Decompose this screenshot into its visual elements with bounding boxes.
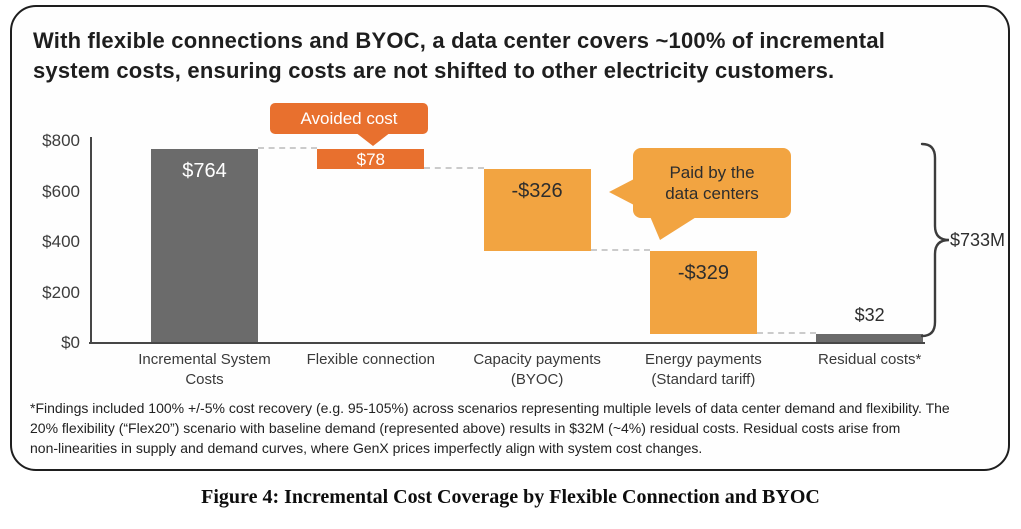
y-tick-label: $200 bbox=[42, 282, 80, 302]
y-tick-label: $0 bbox=[61, 333, 80, 352]
callout-avoided-cost-label: Avoided cost bbox=[300, 108, 398, 128]
bar-value-capacity-payments-byoc: -$326 bbox=[511, 179, 563, 202]
y-tick-label: $800 bbox=[42, 131, 80, 150]
callout-avoided-cost-tail-icon bbox=[355, 132, 391, 146]
category-label-flexible-connection: Flexible connection bbox=[306, 351, 435, 368]
y-axis bbox=[90, 137, 92, 344]
total-bracket-label: $733M bbox=[950, 230, 1006, 250]
bar-capacity-payments-byoc bbox=[483, 168, 591, 252]
callout-paid-left-tail-icon bbox=[609, 179, 634, 205]
callout-avoided-cost: Avoided cost bbox=[270, 103, 428, 134]
category-label-incremental-system-costs: Incremental System Costs bbox=[138, 351, 271, 388]
connector-at-764 bbox=[258, 147, 318, 150]
callout-paid-down-tail-icon bbox=[649, 214, 701, 240]
bar-value-energy-payments-standard-tariff: -$329 bbox=[677, 262, 729, 285]
bar-value-residual-costs: $32 bbox=[854, 304, 885, 325]
callout-paid-by-data-centers: Paid by the data centers bbox=[633, 148, 791, 218]
y-tick-label: $600 bbox=[42, 181, 80, 201]
x-axis bbox=[89, 342, 925, 344]
bar-energy-payments-standard-tariff bbox=[649, 251, 757, 334]
figure-title: With flexible connections and BYOC, a da… bbox=[33, 28, 886, 84]
y-tick-label: $400 bbox=[42, 232, 80, 251]
bar-residual-costs bbox=[816, 333, 924, 342]
connector-at-686 bbox=[424, 166, 484, 169]
category-label-residual-costs: Residual costs* bbox=[817, 351, 922, 368]
category-label-capacity-payments-byoc: Capacity payments (BYOC) bbox=[473, 351, 601, 388]
connector-at-32 bbox=[756, 331, 817, 334]
footnote-text: *Findings included 100% +/-5% cost recov… bbox=[30, 400, 950, 456]
connector-at-360 bbox=[590, 249, 650, 252]
total-bracket-icon bbox=[920, 142, 950, 338]
callout-paid-by-data-centers-label: Paid by the data centers bbox=[665, 162, 759, 203]
category-label-energy-payments-standard-tariff: Energy payments (Standard tariff) bbox=[645, 351, 762, 388]
bar-incremental-system-costs bbox=[151, 149, 258, 342]
bar-value-incremental-system-costs: $764 bbox=[182, 160, 227, 183]
bar-flexible-connection bbox=[317, 149, 425, 169]
bar-value-flexible-connection: $78 bbox=[356, 149, 385, 169]
figure-caption: Figure 4: Incremental Cost Coverage by F… bbox=[201, 486, 820, 508]
